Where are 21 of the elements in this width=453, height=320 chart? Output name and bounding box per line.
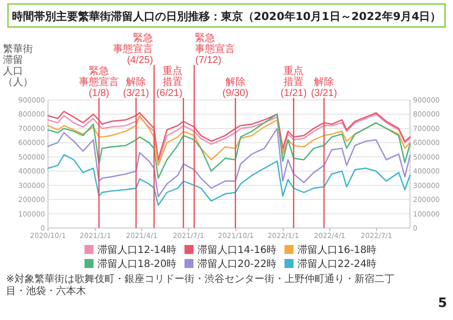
legend-label: 滞留人口12-14時 [98,244,177,256]
legend-label: 滞留人口14-16時 [198,244,277,256]
ref-line-label: 解除(3/21) [122,76,150,99]
legend-label: 滞留人口18-20時 [98,258,177,270]
ref-line-label: 解除(9/30) [222,76,248,99]
ref-line-label: 重点措置(6/21) [156,65,182,99]
y-axis-title: 繁華街滞留人口（人） [3,43,33,88]
chart-title: 時間帯別主要繁華街滞留人口の日別推移：東京（2020年10月1日～2022年9月4日） [12,10,442,23]
text: ※対象繁華街は歌舞伎町・銀座コリドー街・渋谷センター街・上野仲町通り・新宿二丁目・池袋・六本木 [6,274,396,298]
ref-line-label: 重点措置(1/21) [280,65,307,99]
legend-label: 滞留人口22-24時 [298,258,377,270]
legend-label: 滞留人口20-22時 [198,258,277,270]
ref-line-label: 緊急事態宣言(1/8) [78,65,119,99]
legend-label: 滞留人口16-18時 [298,244,377,256]
ref-line-label: 緊急事態宣言(4/25) [113,32,154,66]
ref-line-label: 緊急事態宣言(7/12) [195,32,236,66]
ref-line-label: 解除(3/21) [310,76,338,99]
text: 5 [438,296,447,311]
line-series [47,128,411,198]
line-series [47,114,411,179]
line-series [47,154,411,206]
